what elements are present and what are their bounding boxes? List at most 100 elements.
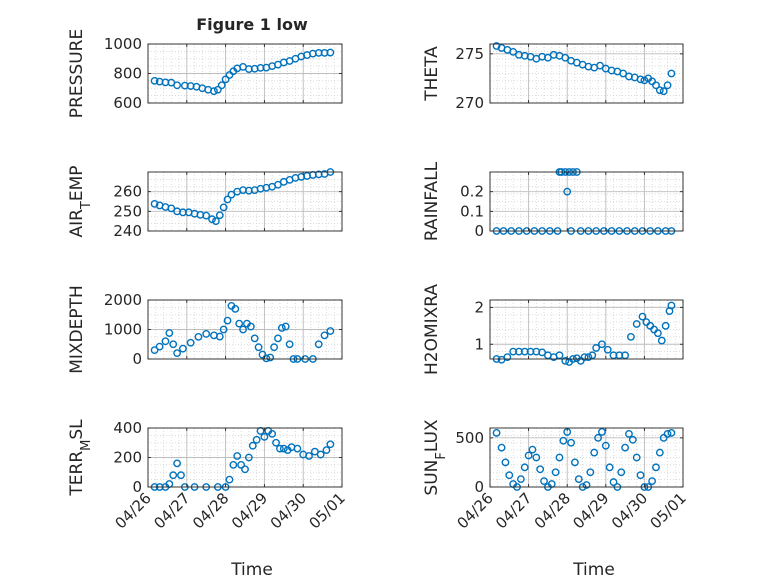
subplot-terr-msl-point (237, 460, 246, 469)
subplot-theta-point (636, 75, 645, 84)
subplot-mixdepth-point (281, 322, 290, 331)
subplot-mixdepth-point (262, 354, 271, 363)
subplot-terr-msl-point (316, 450, 325, 459)
x-axis-label-right: Time (572, 560, 615, 580)
subplot-air-temp-point (208, 215, 216, 224)
subplot-h2omixra-y-label: H2OMIXRA (422, 284, 442, 375)
subplot-h2omixra-point (632, 320, 641, 328)
subplot-pressure-point (150, 76, 159, 85)
x-tick-label: 04/28 (531, 489, 574, 532)
subplot-air-temp-y-tick-label: 240 (113, 222, 142, 240)
subplot-sun-flux-point (648, 477, 657, 485)
subplot-terr-msl-point (322, 446, 331, 455)
subplot-pressure-point (221, 75, 230, 84)
subplot-sun-flux-point (655, 448, 664, 457)
subplot-h2omixra-point (661, 321, 670, 330)
subplot-terr-msl-point (279, 444, 288, 453)
subplot-sun-flux-point (632, 453, 641, 462)
subplot-terr-msl-point (268, 429, 277, 438)
subplot-terr-msl-point (272, 438, 280, 447)
subplot-sun-flux-point (609, 478, 618, 486)
subplot-air-temp-point (219, 203, 228, 212)
subplot-terr-msl-point (305, 452, 313, 460)
subplot-mixdepth-point (186, 338, 195, 347)
subplot-mixdepth-point (215, 332, 224, 341)
subplot-h2omixra-point (592, 344, 601, 352)
subplot-mixdepth-y-tick-label: 0 (132, 350, 142, 368)
subplot-terr-msl-y-tick-label: 200 (113, 449, 142, 467)
subplot-mixdepth-point (270, 343, 278, 352)
subplot-mixdepth-point (223, 316, 232, 325)
subplot-terr-msl-point (244, 453, 253, 462)
subplot-rainfall-y-tick-label: 0.1 (460, 202, 484, 220)
subplot-pressure-point (210, 87, 218, 96)
subplot-pressure-y-tick-label: 1000 (104, 35, 142, 53)
subplot-sun-flux-point (625, 429, 633, 438)
subplot-terr-msl-point (252, 435, 261, 444)
x-tick-label: 04/29 (569, 489, 612, 532)
subplot-sun-flux-point (652, 463, 660, 472)
subplot-sun-flux-point (617, 468, 626, 477)
x-tick-label: 04/29 (228, 489, 271, 532)
subplot-h2omixra-point (638, 312, 647, 321)
x-tick-label: 04/30 (608, 489, 651, 532)
subplot-air-temp-point (215, 211, 224, 220)
subplot-terr-msl-y-label: TERRMSL (67, 419, 94, 497)
subplot-sun-flux-point (598, 428, 606, 436)
subplot-h2omixra-point (621, 351, 629, 360)
subplot-pressure-y-label: PRESSURE (67, 29, 87, 118)
subplot-h2omixra-point (503, 353, 512, 362)
subplot-mixdepth-point (179, 344, 187, 353)
x-tick-label: 05/01 (306, 489, 349, 532)
subplot-sun-flux-point (601, 441, 610, 450)
subplot-sun-flux-point (605, 463, 614, 472)
subplot-rainfall-y-tick-label: 0 (474, 222, 484, 240)
subplot-terr-msl-point (225, 475, 234, 484)
subplot-theta-point (648, 77, 657, 86)
subplot-theta-point (652, 81, 660, 90)
subplot-mixdepth-point (326, 327, 335, 335)
x-tick-label: 04/28 (189, 489, 232, 532)
subplot-sun-flux-point (594, 433, 602, 442)
subplot-theta-y-tick-label: 275 (455, 45, 484, 63)
x-axis-label-left: Time (230, 560, 273, 580)
subplot-sun-flux-point (551, 468, 560, 477)
subplot-sun-flux-y-label: SUNFLUX (422, 419, 449, 496)
subplot-mixdepth-point (250, 334, 259, 343)
subplot-theta-point (659, 87, 668, 96)
subplot-mixdepth-point (285, 340, 294, 349)
subplot-terr-msl-point (310, 447, 319, 456)
subplot-sun-flux-point (567, 438, 575, 447)
subplot-sun-flux-point (492, 429, 501, 437)
subplot-theta-y-tick-label: 270 (455, 94, 484, 112)
subplot-mixdepth-point (274, 334, 282, 343)
subplot-air-temp-point (211, 217, 220, 226)
subplot-sun-flux-y-tick-label: 500 (455, 429, 484, 447)
subplot-sun-flux-y-tick-label: 0 (474, 478, 484, 496)
subplot-h2omixra-point (538, 348, 547, 357)
subplot-mixdepth-point (235, 319, 244, 328)
subplot-h2omixra-point (588, 351, 597, 360)
subplot-mixdepth: 0 1000 2000 MIXDEPTH (67, 285, 343, 374)
subplot-terr-msl-point (233, 452, 242, 460)
subplot-air-temp-point (150, 199, 159, 208)
subplot-terr-msl-point (177, 471, 185, 480)
subplot-sun-flux-point (582, 481, 591, 489)
subplot-air-temp-point (223, 195, 232, 204)
subplot-mixdepth-y-label: MIXDEPTH (67, 285, 87, 374)
subplot-sun-flux-point (590, 448, 599, 457)
subplot-h2omixra-axes-box (489, 299, 684, 360)
subplot-theta: 270 275 THETA (422, 42, 684, 112)
x-tick-label: 05/01 (647, 489, 690, 532)
subplot-air-temp-point (167, 204, 176, 213)
subplot-sun-flux-point (516, 475, 525, 484)
subplot-theta-point (561, 53, 570, 62)
subplot-sun-flux-point (505, 471, 514, 480)
subplot-terr-msl-point (241, 465, 249, 474)
subplot-terr-msl-point (169, 471, 178, 480)
subplot-h2omixra-point (584, 353, 593, 362)
subplot-pressure-point (326, 48, 335, 57)
subplot-terr-msl-point (173, 459, 182, 468)
